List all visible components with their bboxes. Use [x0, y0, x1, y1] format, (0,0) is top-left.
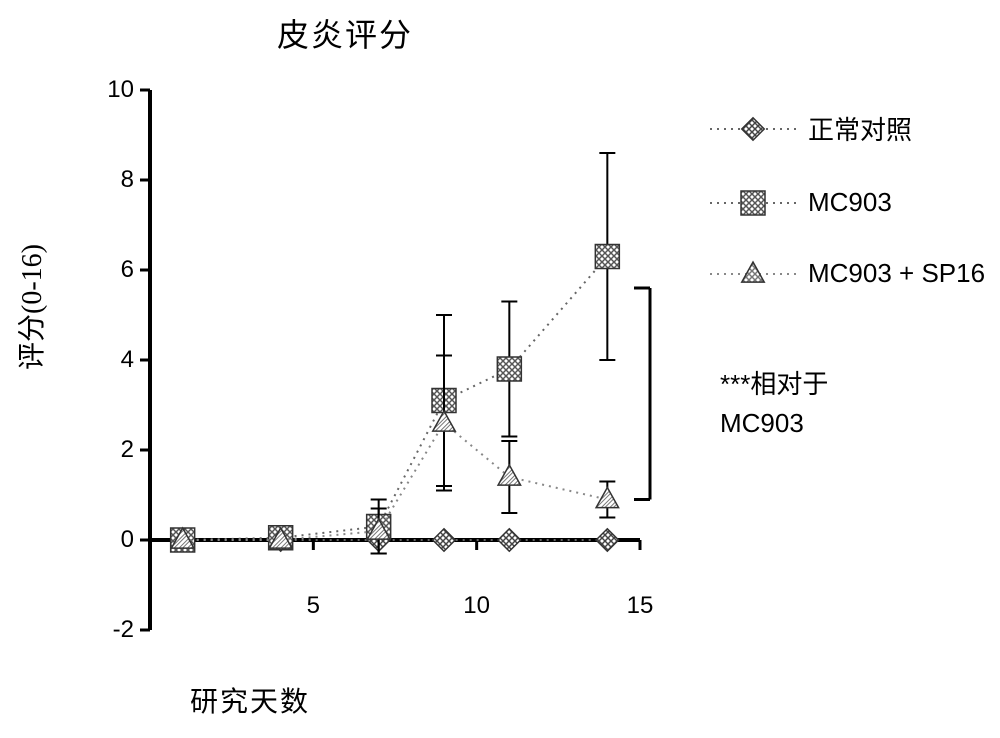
legend-marker [710, 259, 796, 289]
x-tick-label: 10 [457, 592, 497, 620]
chart-area: 评分(0-16) 研究天数 -2024681051015 [20, 70, 700, 710]
x-axis-label: 研究天数 [190, 680, 310, 720]
y-tick-label: 2 [74, 436, 134, 464]
x-tick-label: 5 [293, 592, 333, 620]
legend-label: 正常对照 [808, 110, 912, 147]
legend-label: MC903 [808, 187, 892, 218]
legend-marker [710, 114, 796, 144]
legend-item: MC903 + SP16 [710, 258, 1000, 289]
y-tick-label: 6 [74, 256, 134, 284]
y-tick-label: 10 [74, 76, 134, 104]
legend-label: MC903 + SP16 [808, 258, 985, 289]
significance-annotation: ***相对于 MC903 [720, 365, 828, 443]
legend-marker [710, 188, 796, 218]
y-tick-label: 4 [74, 346, 134, 374]
x-tick-label: 15 [620, 592, 660, 620]
y-tick-label: 8 [74, 166, 134, 194]
y-tick-label: -2 [74, 616, 134, 644]
legend: 正常对照 MC903 MC903 + SP16 [710, 110, 1000, 329]
figure-wrap: 皮炎评分 评分(0-16) 研究天数 -2024681051015 正常对照MC… [20, 10, 980, 728]
y-axis-label: 评分(0-16) [10, 244, 50, 370]
y-tick-label: 0 [74, 526, 134, 554]
legend-item: 正常对照 [710, 110, 1000, 147]
legend-item: MC903 [710, 187, 1000, 218]
annotation-line2: MC903 [720, 408, 804, 438]
chart-title: 皮炎评分 [20, 10, 670, 56]
annotation-line1: ***相对于 [720, 369, 828, 399]
